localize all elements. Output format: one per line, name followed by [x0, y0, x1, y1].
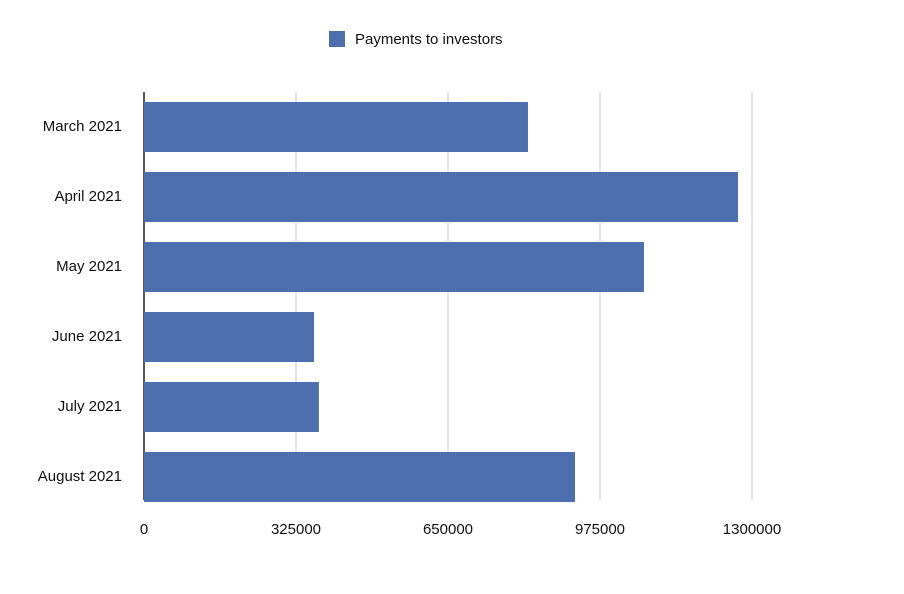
legend-label: Payments to investors [355, 31, 503, 48]
y-tick-label: May 2021 [56, 258, 122, 275]
y-tick-label: March 2021 [43, 118, 122, 135]
bar [144, 382, 319, 432]
bar [144, 452, 575, 502]
x-tick-label: 975000 [575, 521, 625, 538]
y-tick-label: July 2021 [58, 398, 122, 415]
bar [144, 102, 528, 152]
legend-swatch [329, 31, 345, 47]
x-tick-label: 1300000 [723, 521, 781, 538]
bar [144, 312, 315, 362]
x-tick-label: 325000 [271, 521, 321, 538]
x-tick-label: 0 [140, 521, 148, 538]
y-tick-label: April 2021 [54, 188, 122, 205]
x-tick-label: 650000 [423, 521, 473, 538]
y-tick-label: June 2021 [52, 328, 122, 345]
y-tick-label: August 2021 [38, 468, 122, 485]
bar [144, 242, 644, 292]
bar [144, 172, 738, 222]
